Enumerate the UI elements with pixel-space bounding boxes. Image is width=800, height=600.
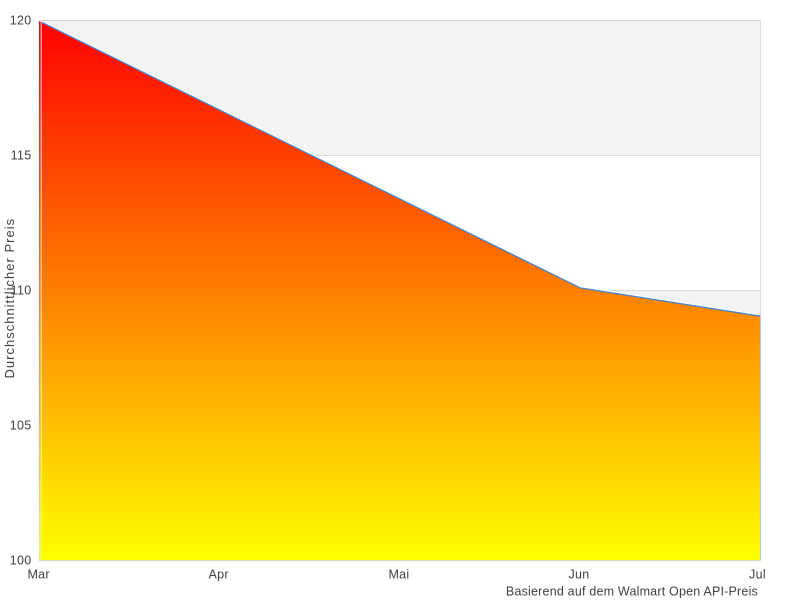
svg-text:Apr: Apr <box>209 568 229 582</box>
svg-text:100: 100 <box>10 554 32 568</box>
svg-text:Mai: Mai <box>388 568 409 582</box>
svg-text:115: 115 <box>11 149 32 163</box>
svg-text:Basierend auf dem Walmart Open: Basierend auf dem Walmart Open API-Preis <box>506 584 758 598</box>
svg-text:Mar: Mar <box>27 568 49 582</box>
svg-text:Jul: Jul <box>749 568 766 582</box>
svg-text:120: 120 <box>10 14 32 28</box>
svg-text:110: 110 <box>11 284 32 298</box>
svg-text:Jun: Jun <box>568 568 589 582</box>
svg-text:105: 105 <box>10 419 32 433</box>
svg-text:Durchschnittlicher Preis: Durchschnittlicher Preis <box>2 218 17 379</box>
